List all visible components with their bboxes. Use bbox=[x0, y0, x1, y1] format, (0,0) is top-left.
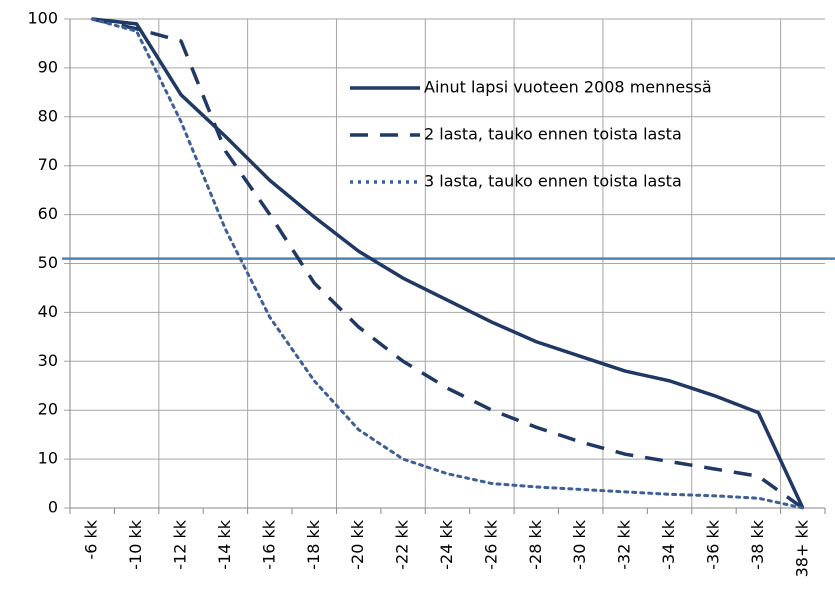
y-tick-label: 40 bbox=[38, 302, 58, 321]
x-tick-label: -6 kk bbox=[82, 519, 101, 559]
y-tick-label: 80 bbox=[38, 106, 58, 125]
x-tick-label: -32 kk bbox=[615, 519, 634, 569]
x-tick-label: -14 kk bbox=[215, 519, 234, 569]
y-tick-label: 0 bbox=[48, 498, 58, 517]
x-tick-label: -38 kk bbox=[748, 519, 767, 569]
x-tick-label: -16 kk bbox=[259, 519, 278, 569]
x-tick-label: -22 kk bbox=[393, 519, 412, 569]
x-tick-label: -36 kk bbox=[703, 519, 722, 569]
y-tick-label: 10 bbox=[38, 449, 58, 468]
x-tick-label: -10 kk bbox=[126, 519, 145, 569]
y-tick-label: 30 bbox=[38, 351, 58, 370]
y-tick-label: 70 bbox=[38, 155, 58, 174]
x-tick-label: -20 kk bbox=[348, 519, 367, 569]
x-tick-label: -28 kk bbox=[526, 519, 545, 569]
line-series bbox=[90, 17, 805, 510]
y-tick-label: 60 bbox=[38, 204, 58, 223]
x-tick-label: -30 kk bbox=[570, 519, 589, 569]
x-tick-label: -34 kk bbox=[659, 519, 678, 569]
line-series bbox=[92, 17, 805, 509]
legend-label: Ainut lapsi vuoteen 2008 mennessä bbox=[424, 78, 712, 97]
x-tick-label: 38+ kk bbox=[792, 519, 811, 577]
y-tick-label: 100 bbox=[27, 9, 58, 28]
x-tick-label: -12 kk bbox=[171, 519, 190, 569]
y-tick-label: 90 bbox=[38, 57, 58, 76]
x-tick-label: -18 kk bbox=[304, 519, 323, 569]
legend-label: 3 lasta, tauko ennen toista lasta bbox=[424, 172, 682, 191]
x-tick-label: -26 kk bbox=[481, 519, 500, 569]
line-series bbox=[91, 17, 804, 510]
x-tick-label: -24 kk bbox=[437, 519, 456, 569]
legend-label: 2 lasta, tauko ennen toista lasta bbox=[424, 125, 682, 144]
y-tick-label: 20 bbox=[38, 400, 58, 419]
y-tick-label: 50 bbox=[38, 253, 58, 272]
